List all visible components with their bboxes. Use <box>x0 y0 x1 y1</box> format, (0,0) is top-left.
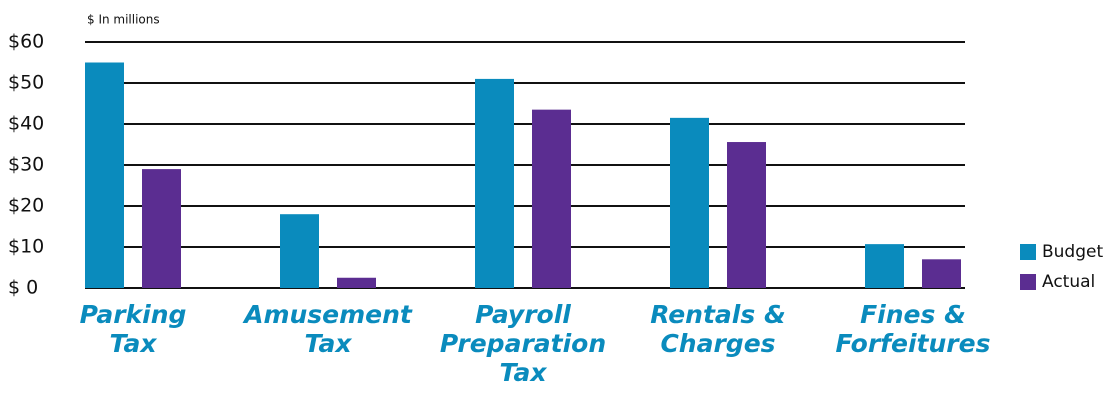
legend-label: Budget <box>1042 242 1103 262</box>
y-tick-label: $60 <box>8 31 44 53</box>
y-tick-label: $50 <box>8 72 44 94</box>
x-tick-label: Fines & Forfeitures <box>835 300 991 358</box>
bar <box>532 109 571 289</box>
y-tick-label: $ 0 <box>8 277 38 299</box>
bar <box>337 277 376 288</box>
bar <box>865 244 904 288</box>
subtitle: $ In millions <box>87 13 160 27</box>
x-tick-label: Parking Tax <box>79 300 187 358</box>
x-tick-label: Payroll Preparation Tax <box>439 300 607 387</box>
y-tick-label: $30 <box>8 154 44 176</box>
bar <box>475 78 514 289</box>
legend-swatch <box>1020 274 1036 290</box>
bar <box>85 62 124 288</box>
y-tick-label: $10 <box>8 236 44 258</box>
legend-swatch <box>1020 244 1036 260</box>
y-tick-label: $40 <box>8 113 44 135</box>
bar <box>922 259 961 288</box>
bar <box>727 142 766 288</box>
bar <box>142 169 181 288</box>
legend-label: Actual <box>1042 272 1095 292</box>
x-tick-label: Amusement Tax <box>244 300 412 358</box>
bar <box>670 117 709 288</box>
x-tick-label: Rentals & Charges <box>650 300 786 358</box>
y-tick-label: $20 <box>8 195 44 217</box>
bar <box>280 214 319 288</box>
